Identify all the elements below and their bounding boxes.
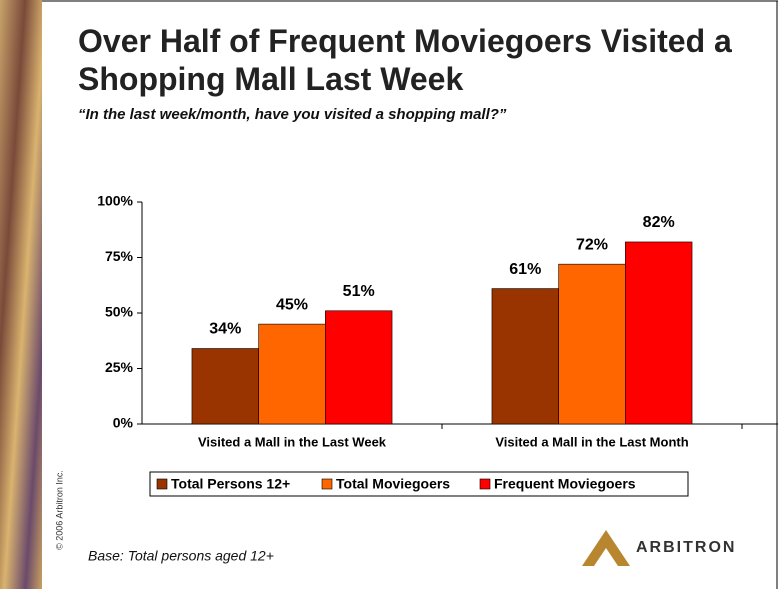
bar xyxy=(625,242,692,424)
value-label: 72% xyxy=(576,236,608,253)
y-tick-label: 0% xyxy=(113,415,134,431)
value-label: 51% xyxy=(343,283,375,300)
y-tick-label: 75% xyxy=(105,248,134,264)
decor-strip xyxy=(0,0,42,589)
bar xyxy=(325,311,392,424)
copyright: © 2006 Arbitron Inc. xyxy=(54,470,64,550)
legend-label: Total Persons 12+ xyxy=(171,476,290,492)
value-label: 45% xyxy=(276,296,308,313)
legend-swatch xyxy=(480,479,490,489)
value-label: 61% xyxy=(509,261,541,278)
y-tick-label: 100% xyxy=(97,193,133,209)
footnote: Base: Total persons aged 12+ xyxy=(88,548,274,564)
logo: ARBITRON xyxy=(636,539,736,556)
y-tick-label: 50% xyxy=(105,304,134,320)
logo-mark xyxy=(582,530,630,566)
title: Over Half of Frequent Moviegoers Visited… xyxy=(78,22,758,98)
x-tick-label: Visited a Mall in the Last Month xyxy=(495,434,688,449)
bar xyxy=(559,264,626,424)
y-tick-label: 25% xyxy=(105,359,134,375)
value-label: 82% xyxy=(643,214,675,231)
value-label: 34% xyxy=(209,321,241,338)
subtitle: “In the last week/month, have you visite… xyxy=(78,106,506,123)
bar xyxy=(259,324,326,424)
x-tick-label: Visited a Mall in the Last Week xyxy=(198,434,387,449)
legend-label: Total Moviegoers xyxy=(336,476,450,492)
bar xyxy=(492,289,559,424)
legend-swatch xyxy=(322,479,332,489)
bar xyxy=(192,349,259,424)
legend-label: Frequent Moviegoers xyxy=(494,476,636,492)
slide: © 2006 Arbitron Inc. Base: Total persons… xyxy=(0,0,778,589)
legend-swatch xyxy=(157,479,167,489)
